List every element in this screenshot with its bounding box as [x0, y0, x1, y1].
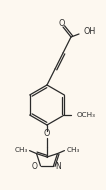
Text: O: O: [44, 130, 50, 139]
Text: O: O: [32, 162, 38, 171]
Text: CH₃: CH₃: [14, 147, 28, 153]
Text: CH₃: CH₃: [66, 147, 80, 153]
Text: OH: OH: [84, 28, 96, 36]
Text: OCH₃: OCH₃: [76, 112, 95, 118]
Text: O: O: [59, 20, 65, 28]
Text: N: N: [55, 162, 61, 171]
